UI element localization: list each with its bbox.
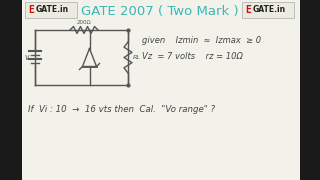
Text: given    Izmin  ≈  Izmax  ≥ 0: given Izmin ≈ Izmax ≥ 0 (142, 36, 261, 45)
Text: RL: RL (133, 55, 141, 60)
Text: GATE.in: GATE.in (36, 6, 69, 15)
Text: Vz  = 7 volts    rz = 10Ω: Vz = 7 volts rz = 10Ω (142, 52, 243, 61)
Text: E: E (28, 5, 34, 15)
FancyBboxPatch shape (25, 2, 77, 18)
Bar (0, 0, 22, 180)
Text: v: v (25, 53, 29, 62)
Bar (300, 0, 320, 180)
Text: E: E (245, 5, 251, 15)
FancyBboxPatch shape (242, 2, 294, 18)
Text: GATE.in: GATE.in (253, 6, 286, 15)
Text: If  Vi : 10  →  16 vts then  Cal.  "Vo range" ?: If Vi : 10 → 16 vts then Cal. "Vo range"… (28, 105, 215, 114)
Text: 200Ω: 200Ω (77, 20, 91, 25)
Bar (22, 0, 300, 180)
Text: GATE 2007 ( Two Mark ): GATE 2007 ( Two Mark ) (81, 6, 239, 19)
